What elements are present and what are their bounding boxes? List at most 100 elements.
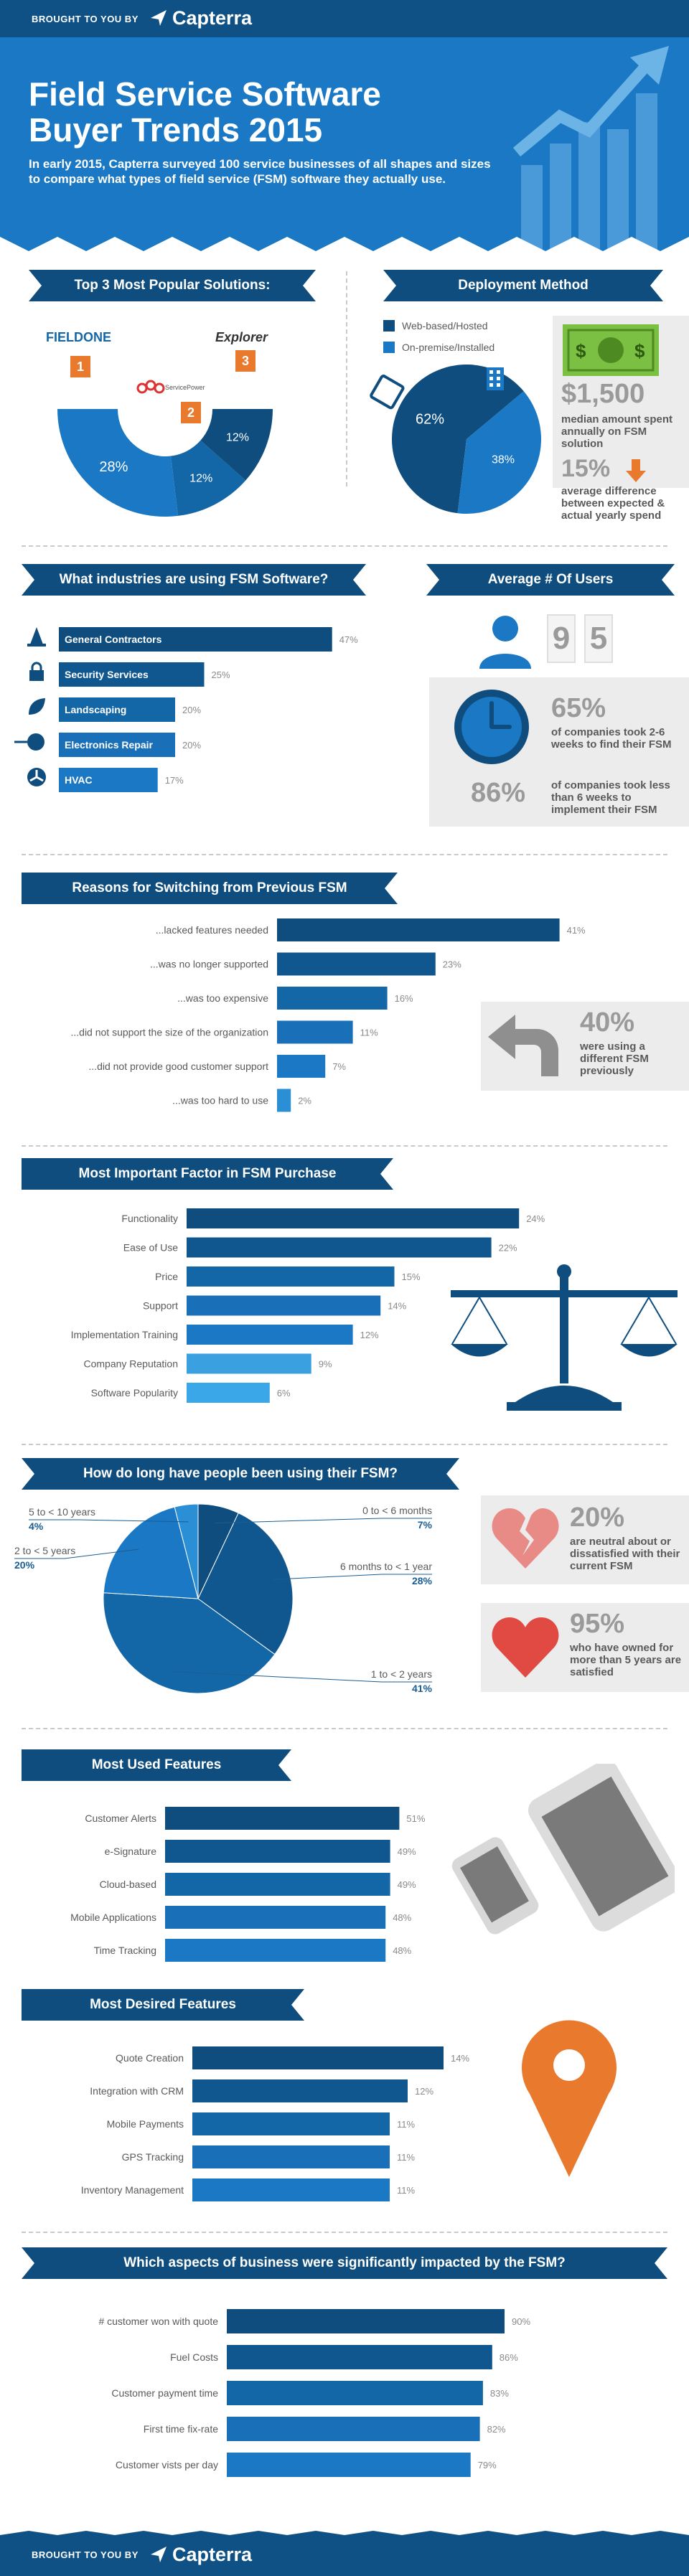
laptop-icon xyxy=(370,375,405,410)
bar-3 xyxy=(187,1266,395,1287)
page-subtitle: In early 2015, Capterra surveyed 100 ser… xyxy=(29,157,491,186)
bar-category-2: ...was no longer supported xyxy=(150,959,268,970)
factor-bar-chart: Functionality 24% Ease of Use 22% Price 15% Su… xyxy=(71,1208,545,1403)
bar-value-1: 41% xyxy=(567,925,586,936)
duration-title-band: How do long have people been using their… xyxy=(22,1458,459,1490)
page-title: Field Service Software Buyer Trends 2015 xyxy=(29,75,381,149)
hero-banner: Field Service Software Buyer Trends 2015… xyxy=(0,37,689,251)
bar-category-3: Landscaping xyxy=(65,704,126,715)
implement-percent: 86% xyxy=(471,778,526,808)
bar-category-1: Functionality xyxy=(121,1213,178,1224)
industries-title-band: What industries are using FSM Software? xyxy=(22,564,366,596)
impact-bar-chart: # customer won with quote 90% Fuel Costs 86… xyxy=(98,2309,530,2477)
duration-slice-4 xyxy=(103,1506,199,1599)
footer-zigzag xyxy=(0,2531,689,2535)
bar-value-3: 15% xyxy=(402,1271,421,1282)
bar-value-2: 23% xyxy=(443,959,461,970)
duration-pie-chart: 0 to < 6 months 7% 6 months to < 1 year 28%… xyxy=(14,1503,433,1694)
duration-category-3: 1 to < 2 years xyxy=(371,1668,432,1680)
pie-slice-2 xyxy=(457,391,542,514)
return-arrow-icon xyxy=(488,1015,558,1076)
bar-category-5: Implementation Training xyxy=(71,1329,178,1340)
fieldone-logo: FIELDONE xyxy=(46,330,112,344)
brought-by-text: BROUGHT TO YOU BY xyxy=(32,14,139,24)
heart-icon xyxy=(492,1617,559,1678)
bar-category-2: Ease of Use xyxy=(123,1242,178,1254)
switch-note: were using a different FSM previously xyxy=(580,1040,649,1077)
neutral-percent: 20% xyxy=(570,1503,625,1533)
scale-balance-icon xyxy=(451,1264,678,1411)
bar-1 xyxy=(187,1208,520,1228)
bar-4 xyxy=(277,1020,353,1044)
duration-category-4: 2 to < 5 years xyxy=(14,1545,75,1556)
user-count-digit-1: 9 xyxy=(547,614,576,663)
capterra-logo-icon xyxy=(151,10,167,26)
bar-6 xyxy=(187,1353,311,1374)
duration-category-2: 6 months to < 1 year xyxy=(340,1561,432,1572)
bar-3 xyxy=(192,2112,390,2135)
switching-title-band: Reasons for Switching from Previous FSM xyxy=(22,873,398,904)
used-title-band: Most Used Features xyxy=(22,1749,291,1781)
find-note: of companies took 2-6 weeks to find thei… xyxy=(551,726,672,751)
bar-1 xyxy=(277,918,560,941)
bar-value-4: 48% xyxy=(393,1912,411,1923)
bar-3 xyxy=(227,2381,483,2405)
phone-tablet-icon xyxy=(451,1764,675,1935)
lock-icon xyxy=(29,662,44,681)
divider-2 xyxy=(22,854,667,855)
duration-leader-1 xyxy=(215,1518,432,1524)
divider-3 xyxy=(22,1145,667,1147)
bar-1 xyxy=(227,2309,505,2333)
money-bill-icon: $ $ xyxy=(563,324,659,376)
bar-value-5: 12% xyxy=(360,1330,379,1340)
svg-text:$: $ xyxy=(576,340,586,362)
used-features-bar-chart: Customer Alerts 51% e-Signature 49% Cloud-ba… xyxy=(70,1807,426,1962)
servicepower-logo-icon xyxy=(136,380,165,394)
duration-slice-2 xyxy=(197,1512,294,1655)
bar-4 xyxy=(165,1906,386,1929)
user-count-digit-2: 5 xyxy=(584,614,613,663)
footer-capterra-icon xyxy=(151,2547,167,2562)
bar-value-5: 11% xyxy=(397,2185,415,2196)
bar-category-4: GPS Tracking xyxy=(122,2151,184,2163)
divider-5 xyxy=(22,1728,667,1729)
leaf-icon xyxy=(29,698,45,715)
satisfied-note: who have owned for more than 5 years are… xyxy=(570,1642,682,1678)
bar-2 xyxy=(192,2079,408,2102)
duration-leader-4 xyxy=(14,1548,139,1559)
bar-value-5: 17% xyxy=(165,775,184,786)
footer-capterra-brand: Capterra xyxy=(172,2544,253,2565)
bar-5 xyxy=(227,2453,471,2477)
implement-note: of companies took less than 6 weeks to i… xyxy=(551,779,670,816)
bar-value-4: 11% xyxy=(397,2152,415,2163)
plug-icon xyxy=(14,733,44,751)
bar-category-4: ...did not support the size of the organ… xyxy=(70,1027,268,1038)
bar-value-4: 11% xyxy=(360,1028,378,1038)
deployment-title-band: Deployment Method xyxy=(383,270,663,301)
duration-value-5: 4% xyxy=(29,1520,44,1532)
bar-value-4: 82% xyxy=(487,2424,506,2435)
bar-category-1: Customer Alerts xyxy=(85,1813,156,1824)
desired-features-bar-chart: Quote Creation 14% Integration with CRM 12%… xyxy=(81,2046,469,2201)
bar-value-3: 16% xyxy=(395,993,413,1004)
legend-swatch-onprem xyxy=(383,342,395,353)
find-percent: 65% xyxy=(551,693,606,723)
bar-category-4: Electronics Repair xyxy=(65,739,153,751)
broken-heart-icon xyxy=(492,1508,559,1569)
bar-3 xyxy=(277,987,388,1010)
hvac-fan-icon xyxy=(27,768,46,786)
bar-value-2: 22% xyxy=(499,1243,517,1254)
bar-category-4: Mobile Applications xyxy=(70,1912,156,1923)
industries-bar-chart: General Contractors 47% Security Services 2… xyxy=(59,627,358,792)
diff-note: average difference between expected & ac… xyxy=(561,485,665,522)
donut-label-1: 28% xyxy=(99,459,128,475)
pie-label-2: 38% xyxy=(492,454,515,466)
bar-value-3: 83% xyxy=(490,2388,509,2399)
switch-percent: 40% xyxy=(580,1007,635,1038)
duration-value-4: 20% xyxy=(14,1559,35,1571)
bar-value-3: 49% xyxy=(398,1879,416,1890)
bar-value-4: 20% xyxy=(182,740,201,751)
bar-2 xyxy=(277,952,436,976)
bar-category-3: Cloud-based xyxy=(100,1879,156,1890)
clock-icon xyxy=(454,690,529,764)
